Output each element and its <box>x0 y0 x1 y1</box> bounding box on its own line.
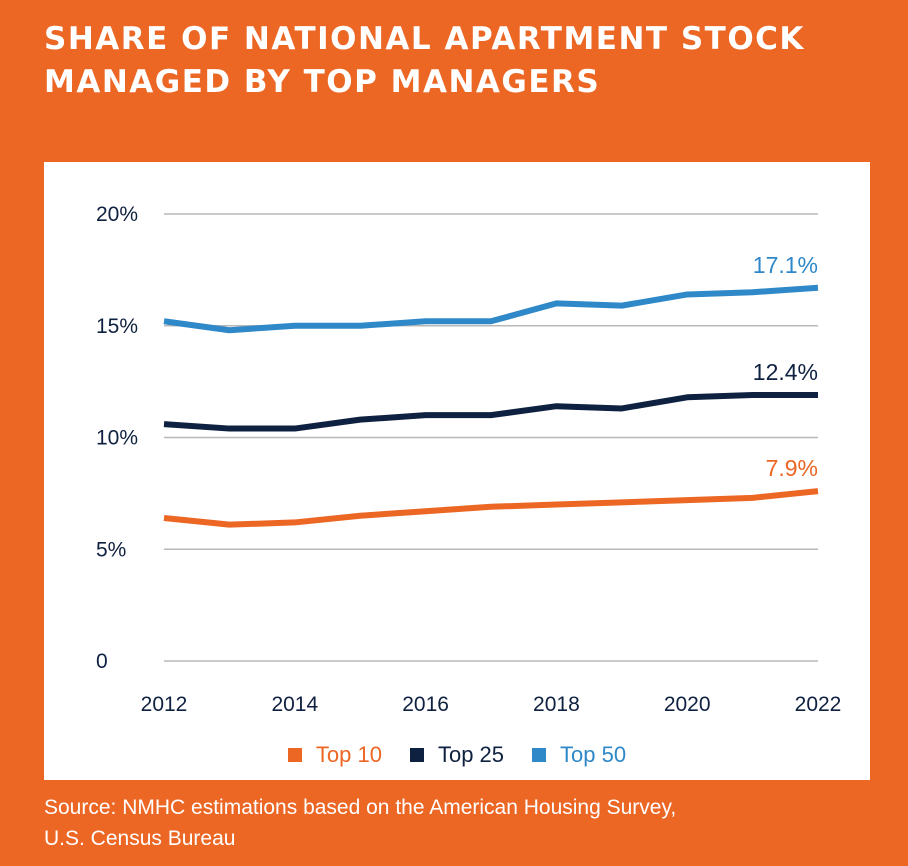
legend-label: Top 50 <box>560 742 627 767</box>
x-tick-label: 2016 <box>402 693 449 716</box>
legend-item-top25: Top 25 <box>409 742 505 768</box>
series-line-top50 <box>163 284 819 334</box>
line-chart: 0 5% 10% 15% 20% 2012 2014 2016 2018 2020 2022 7.9%… <box>96 203 842 716</box>
x-tick-label: 2014 <box>271 693 318 716</box>
x-tick-label: 2020 <box>664 693 711 716</box>
end-label-top10: 7.9% <box>766 455 818 481</box>
y-tick-label: 20% <box>96 203 138 226</box>
chart-title-line-1: SHARE OF NATIONAL APARTMENT STOCK <box>44 21 805 57</box>
legend-swatch <box>287 748 302 762</box>
legend-item-top10: Top 10 <box>287 742 382 768</box>
x-tick-label: 2012 <box>141 693 188 716</box>
end-label-top25: 12.4% <box>753 359 818 385</box>
y-tick-label: 15% <box>96 315 138 338</box>
chart-title: SHARE OF NATIONAL APARTMENT STOCK MANAGE… <box>44 18 884 104</box>
legend-label: Top 25 <box>437 742 505 767</box>
x-tick-label: 2022 <box>795 693 842 716</box>
series-line-top10 <box>163 488 819 528</box>
legend-swatch <box>532 748 547 762</box>
chart-legend: Top 10 Top 25 Top 50 <box>44 742 870 768</box>
legend-swatch <box>409 748 424 762</box>
source-note: Source: NMHC estimations based on the Am… <box>44 792 884 854</box>
end-label-top50: 17.1% <box>753 252 818 278</box>
x-tick-label: 2018 <box>533 693 580 716</box>
legend-label: Top 10 <box>315 742 382 767</box>
source-line-2: U.S. Census Bureau <box>44 827 236 850</box>
source-line-1: Source: NMHC estimations based on the Am… <box>44 796 677 819</box>
y-tick-label: 10% <box>96 427 138 450</box>
legend-item-top50: Top 50 <box>532 742 626 768</box>
series-line-top25 <box>163 392 818 432</box>
y-tick-label: 5% <box>96 538 126 561</box>
chart-title-line-2: MANAGED BY TOP MANAGERS <box>44 64 601 100</box>
chart-panel: 0 5% 10% 15% 20% 2012 2014 2016 2018 2020 2022 7.9%… <box>44 162 870 780</box>
y-tick-label: 0 <box>96 650 108 673</box>
